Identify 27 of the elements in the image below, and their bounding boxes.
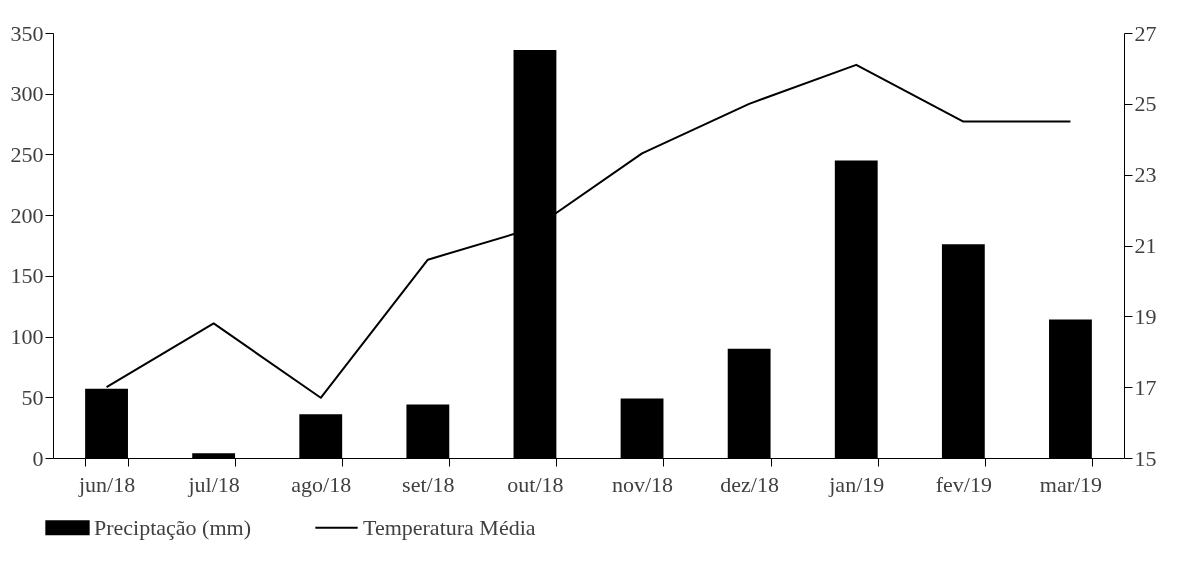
y-tick-label: 300: [10, 81, 44, 107]
y2-tick-label: 17: [1134, 374, 1157, 400]
x-tick-label: jun/18: [77, 471, 136, 497]
y-tick-label: 100: [10, 324, 44, 350]
y-tick-label: 150: [10, 263, 44, 289]
x-tick-label: fev/19: [935, 471, 992, 497]
legend-label: Temperatura Média: [363, 514, 536, 540]
x-tick-label: jan/19: [828, 471, 885, 497]
x-tick-label: ago/18: [291, 471, 352, 497]
y-tick-label: 200: [10, 202, 44, 228]
y-tick-label: 50: [21, 384, 44, 410]
y2-tick-label: 25: [1134, 91, 1157, 117]
x-tick-label: set/18: [402, 471, 455, 497]
x-tick-label: nov/18: [611, 471, 674, 497]
x-tick-label: dez/18: [720, 471, 779, 497]
y2-tick-label: 19: [1134, 303, 1157, 329]
y2-tick-label: 27: [1134, 20, 1157, 46]
x-tick-label: out/18: [507, 471, 564, 497]
y-tick-label: 0: [32, 445, 44, 471]
y-tick-label: 350: [10, 20, 44, 46]
x-tick-label: jul/18: [187, 471, 240, 497]
x-tick-label: mar/19: [1039, 471, 1103, 497]
legend-label: Preciptação (mm): [94, 514, 251, 540]
y2-tick-label: 21: [1134, 233, 1157, 258]
y2-tick-label: 23: [1134, 162, 1157, 188]
y-tick-label: 250: [10, 141, 44, 167]
y2-tick-label: 15: [1134, 445, 1157, 471]
